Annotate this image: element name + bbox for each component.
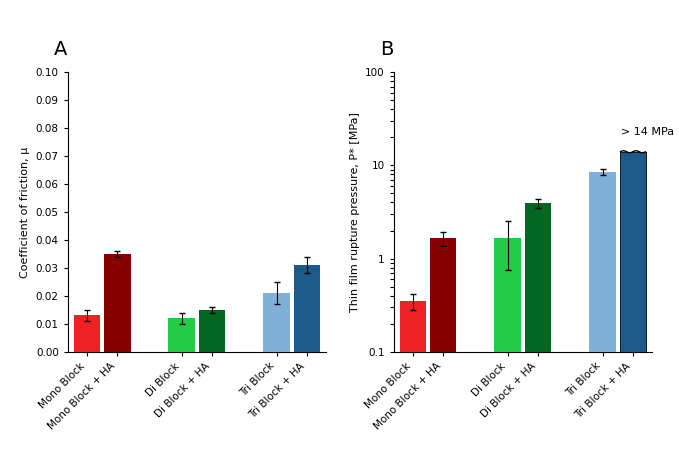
- Bar: [430, 238, 456, 451]
- Bar: [494, 238, 521, 451]
- Text: B: B: [380, 40, 394, 59]
- Text: A: A: [54, 40, 68, 59]
- Bar: [73, 315, 100, 352]
- Bar: [620, 152, 646, 451]
- Bar: [525, 203, 551, 451]
- Bar: [293, 265, 320, 352]
- Bar: [104, 254, 130, 352]
- Y-axis label: Thin film rupture pressure, P* [MPa]: Thin film rupture pressure, P* [MPa]: [350, 112, 360, 312]
- Bar: [589, 172, 616, 451]
- Bar: [263, 293, 290, 352]
- Bar: [168, 318, 195, 352]
- Bar: [399, 301, 426, 451]
- Bar: [199, 310, 225, 352]
- Y-axis label: Coefficient of friction, μ: Coefficient of friction, μ: [20, 146, 31, 278]
- Text: > 14 MPa: > 14 MPa: [621, 127, 675, 138]
